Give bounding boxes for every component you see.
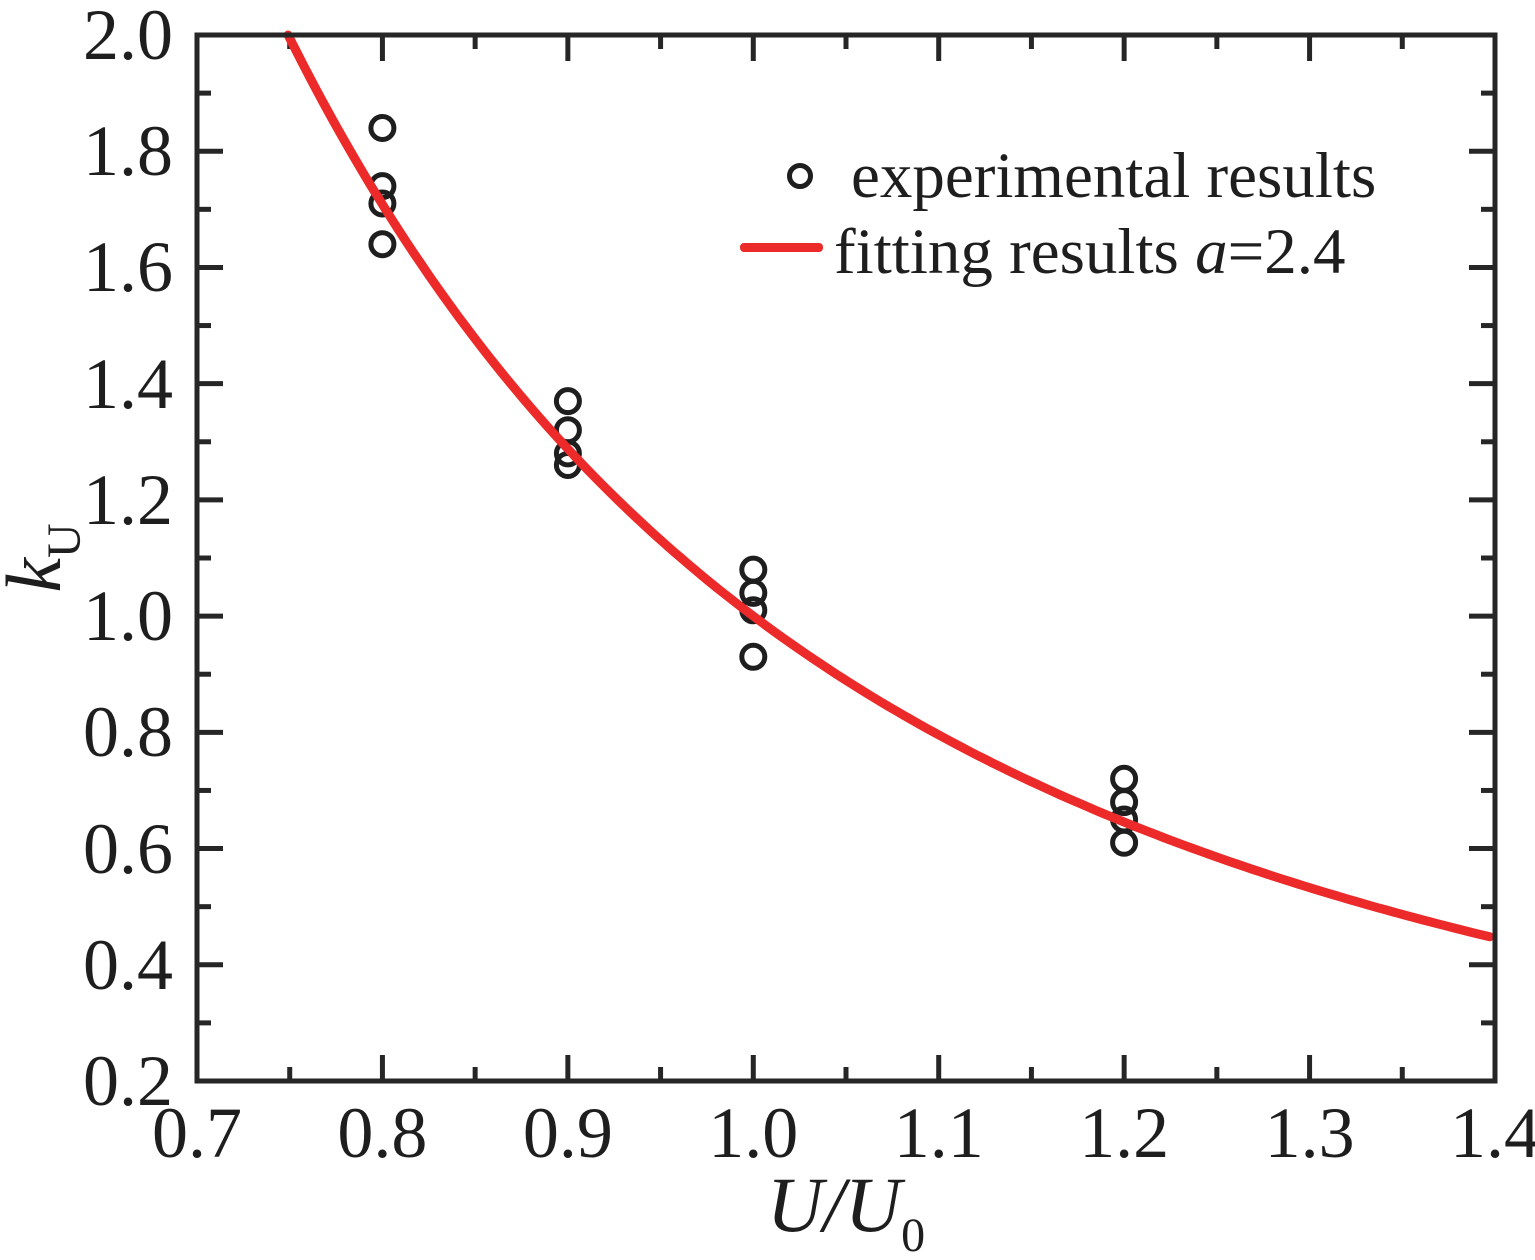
scatter-series [368,114,1139,857]
fit-line-icon [740,243,823,252]
y-tick-label: 1.6 [83,227,173,308]
fitting-label-variable: a [1195,216,1228,288]
x-tick-label: 0.7 [152,1093,242,1173]
data-point-marker [739,578,768,607]
x-axis-title: U/U0 [646,1163,1046,1260]
y-tick-label: 1.8 [83,111,173,192]
data-point-marker [553,387,582,416]
y-axis-title: kU [0,458,91,658]
x-axis-title-subscript: 0 [901,1209,926,1260]
data-point-marker [1110,788,1139,817]
x-tick-label: 0.9 [522,1093,613,1173]
data-point-marker [1110,828,1139,857]
y-tick-label: 2.0 [83,0,173,75]
data-point-marker [739,555,768,584]
y-tick-label: 0.8 [83,692,173,773]
data-point-marker [1110,764,1139,793]
data-point-marker [368,230,397,259]
y-axis-title-subscript: U [38,523,91,559]
y-axis-title-main: k [0,558,77,593]
y-tick-label: 1.0 [83,576,173,657]
data-point-marker [553,439,582,468]
fitting-label-prefix: fitting results [834,216,1196,288]
data-point-marker [739,642,768,671]
legend-label-experimental: experimental results [851,140,1377,212]
x-tick-label: 1.2 [1079,1093,1170,1173]
x-tick-label: 1.1 [893,1093,984,1173]
x-axis-title-main: U/U [766,1161,902,1248]
y-tick-label: 0.4 [83,924,173,1005]
x-tick-label: 0.8 [337,1093,428,1173]
y-tick-label: 1.2 [83,459,173,540]
legend-label-fitting: fitting results a=2.4 [834,217,1346,287]
y-tick-label: 1.4 [83,343,173,424]
plot-frame [194,32,1498,1084]
fit-curve [283,30,1495,942]
data-point-marker [368,114,397,142]
y-tick-label: 0.2 [83,1041,173,1121]
y-tick-label: 0.6 [83,808,173,889]
open-circle-marker-icon [787,163,813,189]
data-point-marker [368,189,397,218]
x-tick-label: 1.0 [708,1093,799,1173]
x-tick-label: 1.4 [1450,1093,1535,1173]
fitting-label-suffix: =2.4 [1227,216,1346,288]
x-tick-label: 1.3 [1264,1093,1355,1173]
